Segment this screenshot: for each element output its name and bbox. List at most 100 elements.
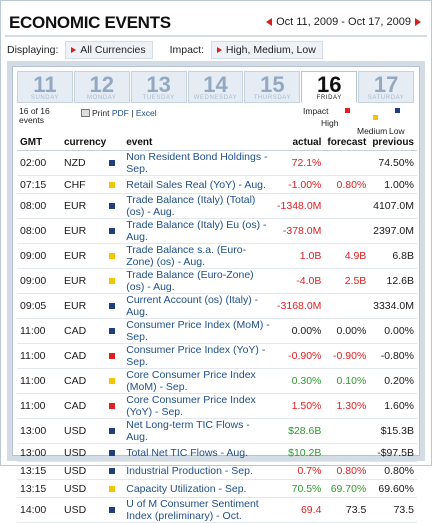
cell-actual: 0.00% [274, 318, 325, 344]
cell-currency: USD [61, 443, 110, 462]
cell-event[interactable]: Non Resident Bond Holdings - Sep. [123, 150, 275, 176]
cell-gmt: 09:05 [17, 293, 61, 319]
cell-event[interactable]: Net Long-term TIC Flows - Aug. [123, 418, 275, 444]
cell-actual: -0.90% [274, 343, 325, 369]
cell-currency: CAD [61, 368, 110, 394]
impact-filter[interactable]: High, Medium, Low [210, 41, 323, 59]
dropdown-arrow-icon [71, 47, 77, 53]
excel-link[interactable]: Excel [135, 108, 157, 118]
day-tab-1[interactable]: 12 MONDAY [73, 71, 130, 103]
print-icon [81, 109, 90, 117]
cell-impact [109, 479, 124, 498]
cell-impact [109, 218, 124, 244]
cell-actual: -1.00% [274, 175, 325, 194]
separator: | [131, 108, 134, 118]
cell-gmt: 08:00 [17, 218, 61, 244]
cell-gmt: 14:00 [17, 497, 61, 523]
cell-forecast: 73.5 [324, 497, 370, 523]
cell-forecast: -0.90% [324, 343, 370, 369]
cell-gmt: 11:00 [17, 343, 61, 369]
print-label: Print [92, 108, 110, 118]
table-row: 13:15 USD Industrial Production - Sep. 0.7%… [17, 461, 417, 480]
day-number: 16 [316, 72, 342, 97]
cell-gmt: 13:15 [17, 461, 61, 480]
day-tab-2[interactable]: 13 TUESDAY [130, 71, 187, 103]
day-name: TUESDAY [142, 95, 175, 101]
cell-event[interactable]: Trade Balance (Italy) Eu (os) - Aug. [123, 218, 275, 244]
cell-event[interactable]: Capacity Utilization - Sep. [123, 479, 275, 498]
impact-medium-icon [109, 181, 116, 188]
cell-event[interactable]: Core Consumer Price Index (YoY) - Sep. [123, 393, 275, 419]
cell-actual: 70.5% [274, 479, 325, 498]
col-forecast: forecast [324, 135, 370, 151]
col-event: event [123, 135, 275, 151]
page-title: ECONOMIC EVENTS [9, 13, 171, 32]
cell-event[interactable]: Trade Balance (Italy) (Total) (os) - Aug… [123, 193, 275, 219]
currency-filter[interactable]: All Currencies [65, 41, 153, 59]
table-row: 13:15 USD Capacity Utilization - Sep. 70.5%… [17, 479, 417, 498]
cell-previous: 3334.0M [369, 293, 417, 319]
cell-currency: CAD [61, 343, 110, 369]
events-table: GMT currency event actual forecast previ… [17, 135, 417, 523]
high-label: High [321, 118, 339, 128]
cell-gmt: 11:00 [17, 393, 61, 419]
cell-event[interactable]: Core Consumer Price Index (MoM) - Sep. [123, 368, 275, 394]
cell-event[interactable]: U of M Consumer Sentiment Index (prelimi… [123, 497, 275, 523]
cell-actual: 1.0B [274, 243, 325, 269]
impact-medium-icon [109, 253, 116, 259]
cell-event[interactable]: Total Net TIC Flows - Aug. [123, 443, 275, 462]
cell-currency: EUR [61, 243, 110, 269]
col-gmt: GMT [17, 135, 61, 151]
medium-label: Medium [357, 126, 388, 136]
cell-actual: $28.6B [274, 418, 325, 444]
day-tab-6[interactable]: 17 SATURDAY [358, 71, 415, 103]
impact-low-icon [109, 507, 116, 513]
table-row: 13:00 USD Total Net TIC Flows - Aug. $10.2B… [17, 443, 417, 462]
cell-actual: -378.0M [274, 218, 325, 244]
cell-event[interactable]: Industrial Production - Sep. [123, 461, 275, 480]
cell-actual: $10.2B [274, 443, 325, 462]
day-tabs: 11 SUNDAY 12 MONDAY 13 TUESDAY 14 WEDNESDAY 15 TH… [17, 71, 415, 103]
cell-event[interactable]: Current Account (os) (Italy) - Aug. [123, 293, 275, 319]
day-number: 12 [89, 72, 115, 97]
cell-actual: 72.1% [274, 150, 325, 176]
high-impact-swatch [345, 108, 350, 113]
cell-previous: 4107.0M [369, 193, 417, 219]
cell-currency: USD [61, 461, 110, 480]
day-tab-4[interactable]: 15 THURSDAY [244, 71, 301, 103]
day-number: 17 [373, 72, 399, 97]
cell-event[interactable]: Consumer Price Index (YoY) - Sep. [123, 343, 275, 369]
cell-impact [109, 461, 124, 480]
impact-label: Impact: [169, 44, 204, 56]
cell-previous: 2397.0M [369, 218, 417, 244]
calendar-inner: 11 SUNDAY 12 MONDAY 13 TUESDAY 14 WEDNESDAY 15 TH… [12, 66, 420, 523]
cell-currency: EUR [61, 193, 110, 219]
day-number: 14 [203, 72, 228, 97]
day-tab-3[interactable]: 14 WEDNESDAY [187, 71, 244, 103]
cell-forecast [324, 443, 370, 462]
cell-event[interactable]: Retail Sales Real (YoY) - Aug. [123, 175, 275, 194]
table-row: 14:00 USD U of M Consumer Sentiment Index … [17, 497, 417, 523]
table-row: 11:00 CAD Consumer Price Index (YoY) - Sep… [17, 343, 417, 369]
cell-event[interactable]: Trade Balance (Euro-Zone) (os) - Aug. [123, 268, 275, 294]
table-row: 13:00 USD Net Long-term TIC Flows - Aug. $2… [17, 418, 417, 444]
next-week-arrow-icon[interactable] [415, 18, 421, 26]
export-bar: Print PDF | Excel [81, 108, 157, 118]
currency-filter-value: All Currencies [80, 44, 146, 56]
cell-event[interactable]: Consumer Price Index (MoM) - Sep. [123, 318, 275, 344]
table-header-row: GMT currency event actual forecast previ… [17, 135, 417, 151]
cell-actual: -1348.0M [274, 193, 325, 219]
impact-low-icon [109, 160, 116, 166]
cell-previous: $15.3B [369, 418, 417, 444]
day-tab-0[interactable]: 11 SUNDAY [17, 71, 73, 103]
cell-impact [109, 443, 124, 462]
pdf-link[interactable]: PDF [111, 108, 129, 118]
cell-event[interactable]: Trade Balance s.a. (Euro-Zone) (os) - Au… [123, 243, 275, 269]
day-number: 15 [260, 72, 285, 97]
day-tab-5[interactable]: 16 FRIDAY [301, 71, 358, 103]
low-label: Low [389, 126, 405, 136]
cell-gmt: 13:15 [17, 479, 61, 498]
table-row: 09:00 EUR Trade Balance s.a. (Euro-Zone) (… [17, 243, 417, 269]
prev-week-arrow-icon[interactable] [266, 18, 273, 26]
